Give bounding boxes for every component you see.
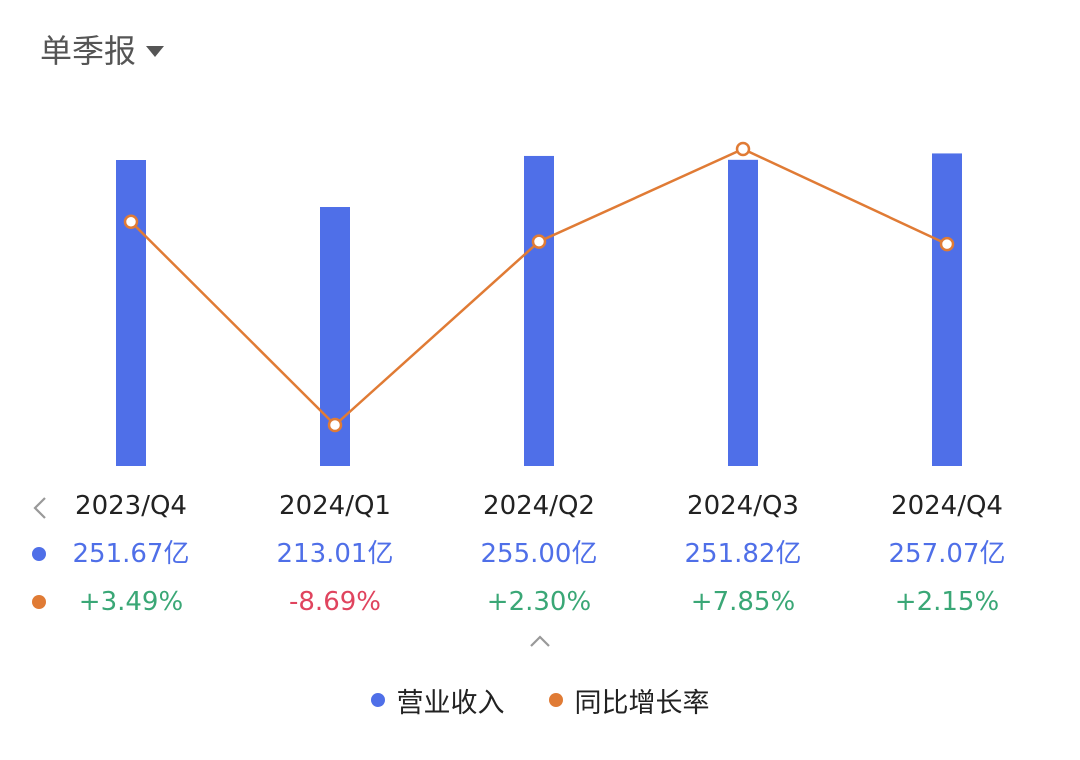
chevron-up-icon[interactable] [524,628,556,654]
legend-dot-growth [548,693,563,707]
chevron-left-icon[interactable] [28,490,52,526]
caret-down-icon [146,45,165,57]
revenue-bar[interactable] [728,159,758,466]
growth-value: +3.49% [78,587,184,617]
period-label: 单季报 [40,32,137,70]
revenue-value: 251.67亿 [72,539,190,569]
period-label: 2024/Q1 [279,491,391,521]
growth-point[interactable] [939,236,955,252]
revenue-value: 251.82亿 [684,539,802,569]
revenue-bar[interactable] [932,153,962,466]
revenue-value: 255.00亿 [480,539,598,569]
legend-label-growth: 同比增长率 [574,687,710,719]
revenue-growth-chart [116,141,962,467]
period-select[interactable]: 单季报 [40,26,165,72]
legend-item-revenue[interactable]: 营业收入 [370,681,505,720]
revenue-value: 213.01亿 [276,539,394,569]
growth-point[interactable] [327,417,343,433]
period-label: 2023/Q4 [75,491,187,521]
revenue-bar[interactable] [524,155,554,467]
legend-label-revenue: 营业收入 [396,687,505,719]
revenue-value: 257.07亿 [888,539,1006,569]
revenue-marker [32,547,46,561]
growth-value: +7.85% [690,587,796,617]
growth-point[interactable] [123,214,139,230]
growth-row: +3.49% -8.69% +2.30% +7.85% +2.15% [0,582,1080,622]
growth-value: +2.30% [486,587,592,617]
period-label: 2024/Q2 [483,491,595,521]
growth-point[interactable] [735,141,751,157]
period-label: 2024/Q3 [687,491,799,521]
revenue-row: 251.67亿 213.01亿 255.00亿 251.82亿 257.07亿 [0,534,1080,574]
growth-value: +2.15% [894,587,1000,617]
period-row: 2023/Q4 2024/Q1 2024/Q2 2024/Q3 2024/Q4 [0,486,1080,526]
growth-point[interactable] [531,234,547,249]
period-label: 2024/Q4 [891,491,1003,521]
legend-dot-revenue [370,693,385,707]
legend: 营业收入 同比增长率 [0,680,1080,720]
growth-value: -8.69% [289,587,381,617]
revenue-bar[interactable] [116,160,146,466]
legend-item-growth[interactable]: 同比增长率 [548,681,710,720]
growth-marker [32,595,46,609]
